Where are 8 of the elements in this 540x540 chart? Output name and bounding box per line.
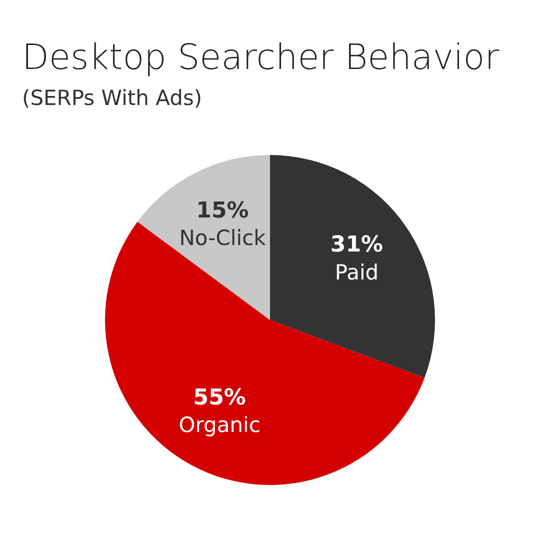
slice-label: Paid xyxy=(334,260,379,284)
slice-label: Organic xyxy=(178,413,260,438)
slice-label: No-Click xyxy=(179,226,267,250)
chart-title: Desktop Searcher Behavior xyxy=(22,38,500,78)
chart-subtitle: (SERPs With Ads) xyxy=(22,86,202,110)
data-label: 55% xyxy=(193,386,246,411)
data-label: 15% xyxy=(196,198,249,224)
data-label: 31% xyxy=(330,232,384,258)
